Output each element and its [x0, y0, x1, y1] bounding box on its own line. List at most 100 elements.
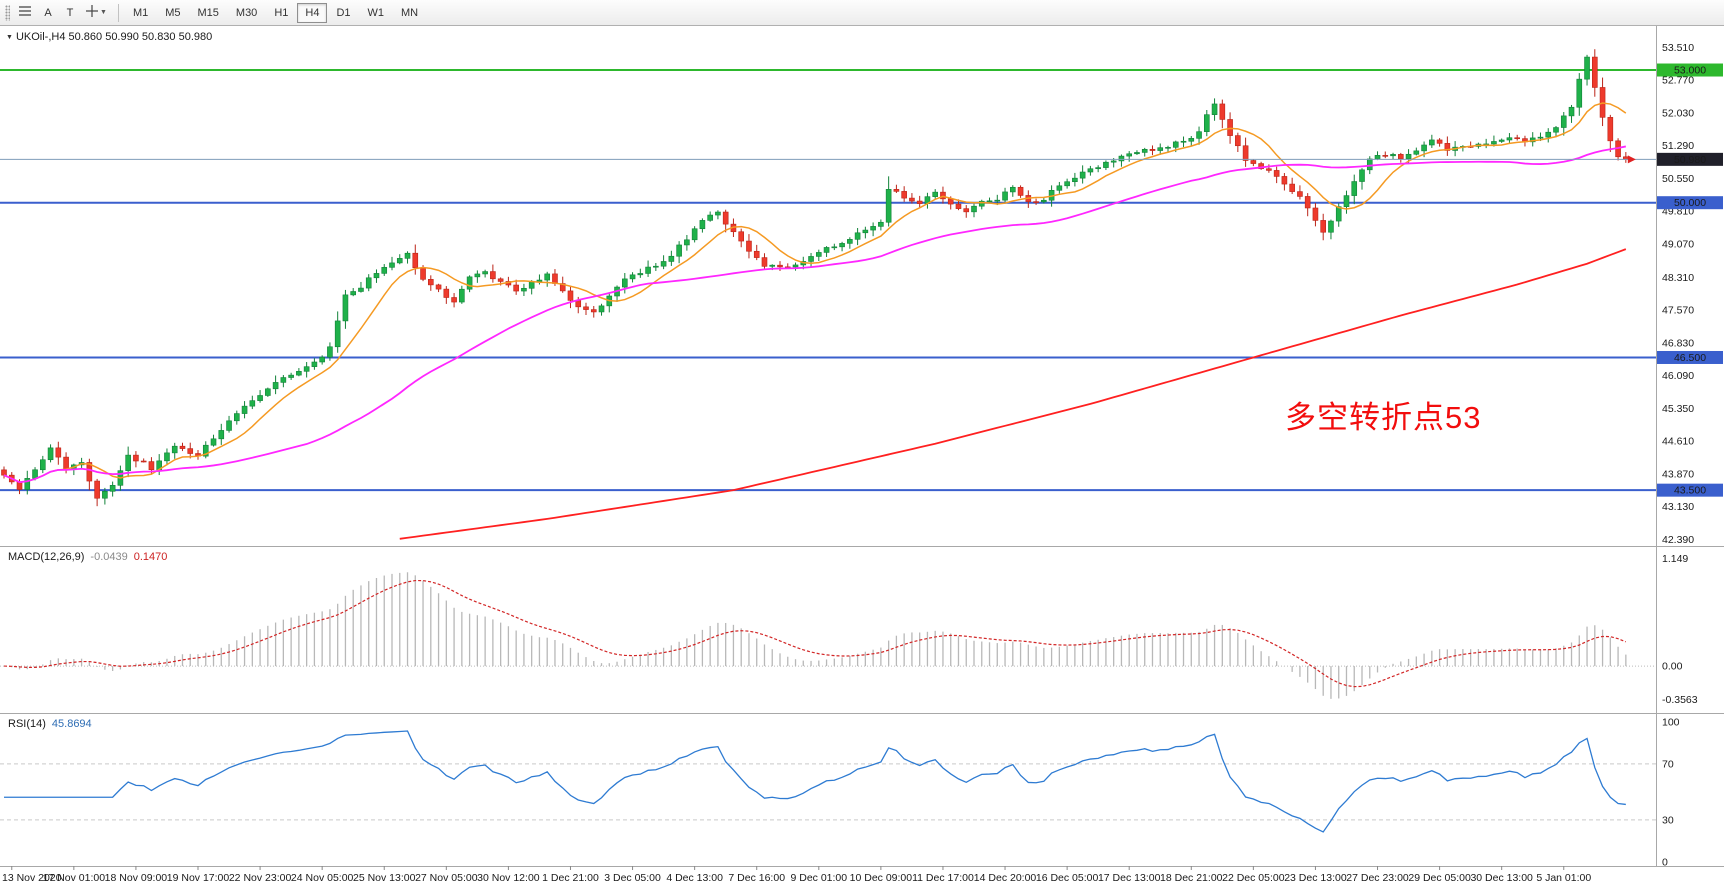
time-axis[interactable]: [0, 866, 1656, 889]
chart-bar-icon: [18, 5, 32, 20]
price-badge-label: 50.980: [1674, 154, 1706, 166]
price-badge-label: 46.500: [1674, 352, 1706, 364]
time-axis-label: 19 Nov 17:00: [167, 872, 230, 884]
chart-bar-button[interactable]: [13, 3, 37, 23]
macd-axis-label: -0.3563: [1662, 694, 1698, 706]
price-axis-label: 43.870: [1662, 468, 1694, 480]
macd-signal-line: [3, 579, 1627, 688]
time-axis-label: 1 Dec 21:00: [542, 872, 599, 884]
toolbar-separator: [117, 3, 119, 22]
price-axis-label: 46.830: [1662, 337, 1694, 349]
text-tool-button[interactable]: T: [59, 3, 81, 23]
price-axis-label: 43.130: [1662, 501, 1694, 513]
rsi-axis-label: 0: [1662, 856, 1668, 868]
time-axis-label: 4 Dec 13:00: [666, 872, 723, 884]
chart-title: ▼ UKOil-,H4 50.860 50.990 50.830 50.980: [6, 31, 213, 43]
price-axis-label: 45.350: [1662, 403, 1694, 415]
time-axis-label: 11 Dec 17:00: [912, 872, 974, 884]
time-axis-label: 7 Dec 16:00: [728, 872, 785, 884]
time-axis-label: 22 Nov 23:00: [229, 872, 292, 884]
rsi-axis-label: 30: [1662, 814, 1674, 826]
rsi-axis-label: 70: [1662, 758, 1674, 770]
price-axis-label: 48.310: [1662, 272, 1694, 284]
time-axis-label: 27 Nov 05:00: [415, 872, 478, 884]
ma-slow-line: [399, 248, 1627, 540]
price-axis-label: 46.090: [1662, 370, 1694, 382]
ma-mid-line: [3, 145, 1627, 484]
time-axis-label: 25 Nov 13:00: [353, 872, 416, 884]
price-axis-label: 44.610: [1662, 436, 1694, 448]
price-badge-label: 43.500: [1674, 485, 1706, 497]
rsi-indicator-label: RSI(14) 45.8694: [8, 718, 92, 730]
time-axis-label: 23 Dec 13:00: [1284, 872, 1347, 884]
timeframe-w1-button[interactable]: W1: [360, 3, 393, 23]
time-axis-label: 18 Dec 21:00: [1160, 872, 1223, 884]
price-axis-label: 49.070: [1662, 238, 1694, 250]
time-axis-label: 10 Dec 09:00: [850, 872, 913, 884]
time-axis-label: 16 Dec 05:00: [1036, 872, 1099, 884]
time-axis-label: 3 Dec 05:00: [604, 872, 661, 884]
price-axis[interactable]: [1656, 26, 1724, 866]
macd-axis-label: 1.149: [1662, 553, 1688, 565]
macd-panel: [0, 572, 1656, 699]
cursor-tool-button[interactable]: A: [37, 3, 59, 23]
macd-axis-label: 0.00: [1662, 661, 1683, 673]
crosshair-tool-button[interactable]: ▼: [81, 3, 112, 23]
price-badge: [1657, 483, 1723, 497]
rsi-line: [4, 730, 1626, 833]
price-axis-label: 51.290: [1662, 140, 1694, 152]
timeframe-m15-button[interactable]: M15: [190, 3, 227, 23]
time-axis-label: 22 Dec 05:00: [1222, 872, 1285, 884]
current-price-arrow: [1627, 155, 1636, 164]
time-axis-label: 24 Nov 05:00: [291, 872, 354, 884]
timeframe-mn-button[interactable]: MN: [393, 3, 426, 23]
time-axis-label: 18 Nov 09:00: [105, 872, 168, 884]
price-axis-label: 52.770: [1662, 75, 1694, 87]
timeframe-d1-button[interactable]: D1: [328, 3, 358, 23]
rsi-panel: [0, 730, 1656, 833]
ma-fast-line: [3, 102, 1627, 483]
timeframe-m1-button[interactable]: M1: [125, 3, 156, 23]
timeframe-m30-button[interactable]: M30: [228, 3, 265, 23]
rsi-axis-label: 100: [1662, 716, 1680, 728]
price-badge-label: 53.000: [1674, 65, 1706, 77]
price-badge: [1657, 152, 1723, 166]
time-axis-label: 29 Dec 05:00: [1408, 872, 1471, 884]
chevron-down-icon: ▼: [100, 9, 107, 16]
timeframe-buttons: M1 M5 M15 M30 H1 H4 D1 W1 MN: [125, 2, 426, 23]
chart-canvas[interactable]: 53.51052.77052.03051.29050.55049.81049.0…: [0, 26, 1724, 889]
time-axis-label: 13 Nov 2020: [2, 872, 62, 884]
price-axis-labels: 53.51052.77052.03051.29050.55049.81049.0…: [1657, 42, 1723, 546]
timeframe-h4-button[interactable]: H4: [297, 2, 328, 23]
price-axis-label: 50.550: [1662, 173, 1694, 185]
toolbar-grip[interactable]: [5, 4, 10, 21]
time-axis-label: 9 Dec 01:00: [790, 872, 847, 884]
main-price-panel: [0, 49, 1656, 540]
price-axis-label: 52.030: [1662, 107, 1694, 119]
symbol-dropdown-icon: ▼: [6, 34, 13, 41]
candles-layer: [1, 49, 1629, 507]
price-badge-label: 50.000: [1674, 197, 1706, 209]
price-axis-label: 42.390: [1662, 534, 1694, 546]
time-axis-label: 17 Nov 01:00: [43, 872, 106, 884]
price-axis-label: 47.570: [1662, 305, 1694, 317]
indicator-axis-labels: 1.149 0.00 -0.3563 100 70 30 0: [1662, 553, 1698, 868]
chart-annotation-text[interactable]: 多空转折点53: [1285, 400, 1482, 435]
chart-toolbar: A T ▼ M1 M5 M15 M30 H1 H4 D1 W1 MN: [0, 0, 1724, 26]
crosshair-icon: [86, 5, 98, 20]
timeframe-m5-button[interactable]: M5: [157, 3, 188, 23]
moving-averages-layer: [3, 102, 1627, 540]
time-axis-label: 27 Dec 23:00: [1346, 872, 1409, 884]
time-axis-label: 17 Dec 13:00: [1098, 872, 1161, 884]
time-axis-label: 14 Dec 20:00: [974, 872, 1037, 884]
price-badge: [1657, 350, 1723, 364]
timeframe-h1-button[interactable]: H1: [266, 3, 296, 23]
time-axis-label: 5 Jan 01:00: [1536, 872, 1591, 884]
time-axis-label: 30 Dec 13:00: [1470, 872, 1533, 884]
macd-indicator-label: MACD(12,26,9) -0.0439 0.1470: [8, 551, 168, 563]
time-axis-label: 30 Nov 12:00: [477, 872, 540, 884]
price-axis-label: 53.510: [1662, 42, 1694, 54]
price-badge: [1657, 63, 1723, 77]
